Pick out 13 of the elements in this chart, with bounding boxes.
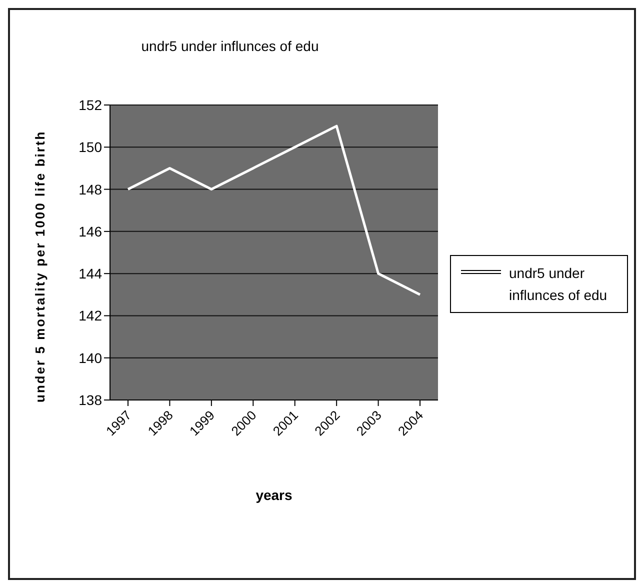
y-tick-label: 144	[78, 266, 102, 282]
line-series	[126, 124, 422, 296]
y-tick-label: 152	[78, 96, 102, 113]
y-tick-label: 142	[78, 308, 102, 324]
y-tick-label: 148	[78, 181, 102, 198]
y-tick-label: 140	[78, 350, 102, 366]
y-tick-label: 146	[78, 223, 102, 240]
y-tick-label: 150	[78, 139, 102, 156]
chart-title: undr5 under influnces of edu	[140, 38, 320, 54]
x-axis-title: years	[256, 487, 293, 503]
y-tick-label: 138	[78, 392, 102, 408]
legend-label: undr5 under influnces of edu	[509, 264, 608, 305]
y-axis-title: under 5 mortality per 1000 life birth	[32, 130, 48, 402]
